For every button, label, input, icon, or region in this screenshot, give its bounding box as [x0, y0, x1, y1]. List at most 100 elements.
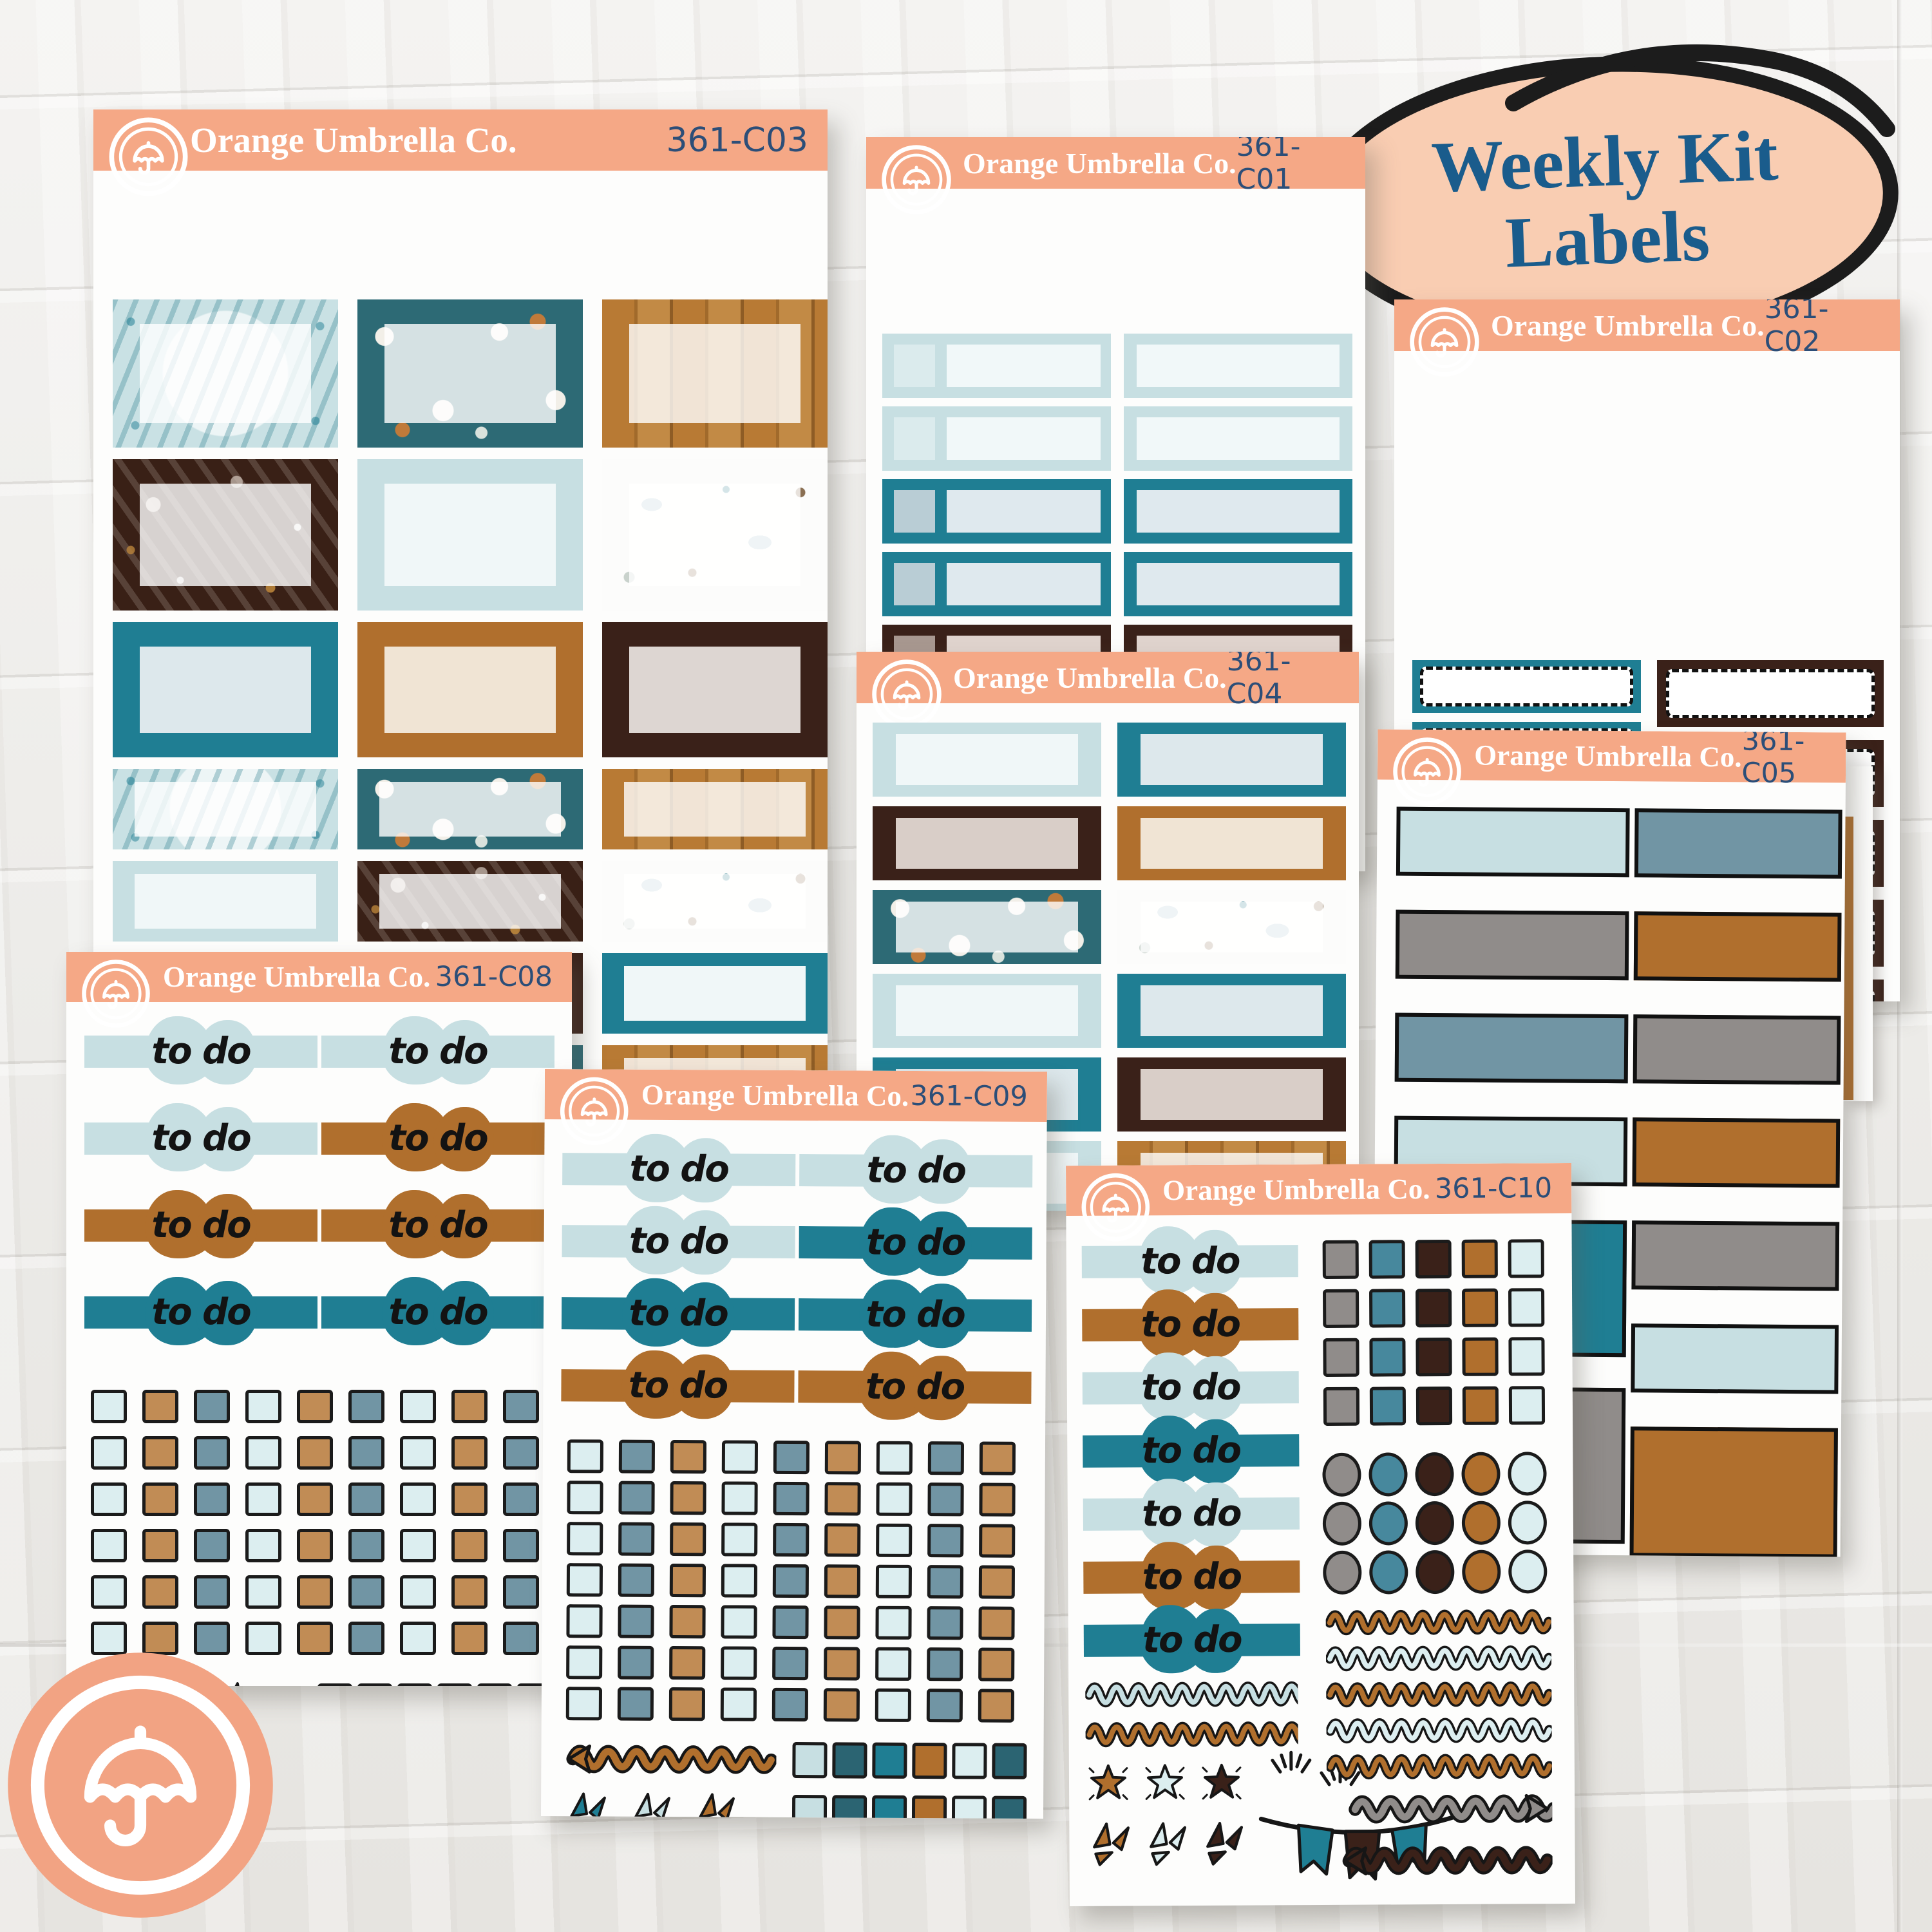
checkbox-sticker: [245, 1529, 281, 1562]
wavy-arrow-sticker: [566, 1744, 777, 1774]
appointment-label: [882, 479, 1111, 544]
checkbox-sticker: [618, 1645, 654, 1680]
checkbox-sticker: [618, 1563, 655, 1597]
checkbox-sticker: [824, 1605, 860, 1640]
checkbox-sticker: [348, 1390, 384, 1423]
todo-blob: [433, 1020, 494, 1084]
todo-text: to do: [629, 1148, 729, 1191]
todo-strip: to do: [321, 1190, 554, 1261]
dot-sticker: [1323, 1550, 1362, 1595]
checkbox-sticker: [991, 1795, 1027, 1819]
checkbox-sticker: [451, 1436, 488, 1470]
appointment-label: [1124, 552, 1352, 616]
checkbox-sticker: [91, 1622, 127, 1655]
sticker-box: [602, 953, 828, 1034]
wavy-arrow-sticker: [1349, 1794, 1553, 1824]
checkbox-sticker: [772, 1646, 809, 1681]
burst-icon: [1206, 1822, 1244, 1866]
sticker-box: [602, 769, 828, 849]
todo-strip: to do: [321, 1103, 554, 1174]
sticker-box: [357, 622, 583, 757]
squiggle-sticker: [1085, 1721, 1298, 1748]
appointment-time-box: [894, 417, 935, 460]
checkbox-sticker: [400, 1390, 436, 1423]
checkbox-sticker: [876, 1441, 913, 1475]
checkbox-sticker: [567, 1522, 603, 1556]
todo-strip: to do: [562, 1206, 795, 1278]
sticker-box-inner: [629, 484, 800, 586]
sticker-box-inner: [1141, 985, 1323, 1036]
sticker-box: [357, 769, 583, 849]
sheet-code: 361-C01: [1236, 137, 1301, 196]
sticker-box-inner: [140, 484, 311, 586]
checkbox-sticker: [1462, 1288, 1499, 1327]
sticker-box-inner: [896, 902, 1078, 952]
brand-name: Orange Umbrella Co.: [163, 961, 431, 993]
todo-strip: to do: [1081, 1226, 1298, 1298]
umbrella-icon: [82, 960, 150, 1028]
todo-strip: to do: [84, 1103, 317, 1174]
checkbox-sticker: [978, 1689, 1015, 1723]
checkbox-sticker: [670, 1522, 706, 1557]
todo-text: to do: [628, 1364, 728, 1407]
sheet-code: 361-C09: [910, 1079, 1028, 1113]
appointment-inner: [947, 417, 1101, 460]
todo-blob: [433, 1281, 494, 1345]
badge-title-line2: Labels: [1504, 196, 1711, 283]
todo-text: to do: [1141, 1429, 1241, 1472]
checkbox-sticker: [451, 1529, 488, 1562]
checkbox-sticker: [668, 1687, 706, 1721]
umbrella-icon: [872, 659, 942, 729]
checkbox-sticker: [503, 1529, 539, 1562]
todo-blob: [196, 1281, 257, 1345]
sticker-box-inner: [379, 782, 561, 837]
sticker-box: [602, 622, 828, 757]
checkbox-sticker: [773, 1481, 810, 1516]
appointment-inner: [1137, 563, 1340, 605]
appointment-inner: [947, 563, 1101, 605]
checkbox-sticker: [618, 1481, 655, 1515]
burst-icon: [1150, 1822, 1187, 1866]
checkbox-sticker: [566, 1604, 603, 1638]
star-icon: [1202, 1763, 1242, 1800]
todo-text: to do: [388, 1204, 488, 1246]
todo-blob: [433, 1194, 494, 1258]
checkbox-sticker: [872, 1742, 907, 1779]
checkbox-sticker: [245, 1575, 281, 1609]
sticker-box: [357, 861, 583, 942]
sheet-edge-sliver-caramel: [1843, 817, 1853, 1100]
checkbox-sticker: [142, 1436, 178, 1470]
todo-blob: [196, 1194, 257, 1258]
checkbox-sticker: [823, 1688, 860, 1722]
sticker-box: [113, 769, 338, 849]
todo-strip: to do: [798, 1279, 1032, 1351]
dot-sticker: [1461, 1501, 1501, 1545]
checkbox-sticker: [565, 1687, 603, 1721]
checkbox-sticker: [927, 1524, 964, 1558]
todo-strip: to do: [799, 1207, 1032, 1279]
wavy-arrow-sticker: [1342, 1846, 1553, 1876]
solid-label: [1634, 808, 1842, 879]
sticker-box-inner: [140, 647, 311, 733]
checkbox-sticker: [1508, 1337, 1545, 1376]
solid-label: [1394, 1012, 1629, 1084]
sheet-header: Orange Umbrella Co. 361-C10: [1065, 1162, 1572, 1242]
sticker-box-inner: [1141, 734, 1323, 785]
checkbox-sticker: [875, 1564, 913, 1598]
checkbox-sticker: [721, 1605, 757, 1639]
sticker-box-inner: [1141, 818, 1323, 869]
appointment-label: [1124, 479, 1352, 544]
checkbox-sticker: [317, 1683, 352, 1686]
checkbox-sticker: [875, 1647, 912, 1681]
checkbox-sticker: [357, 1683, 392, 1686]
dot-sticker: [1508, 1549, 1548, 1594]
sticker-sheet-361-C08: Orange Umbrella Co. 361-C08 to do to do to d…: [66, 952, 572, 1686]
checkbox-sticker: [567, 1439, 604, 1473]
sticker-box-inner: [384, 324, 556, 423]
checkbox-sticker: [451, 1482, 488, 1516]
umbrella-icon: [109, 117, 188, 196]
sticker-box-inner: [629, 647, 800, 733]
dot-sticker: [1461, 1452, 1501, 1496]
checkbox-sticker: [669, 1604, 706, 1639]
todo-strip: to do: [562, 1133, 796, 1206]
